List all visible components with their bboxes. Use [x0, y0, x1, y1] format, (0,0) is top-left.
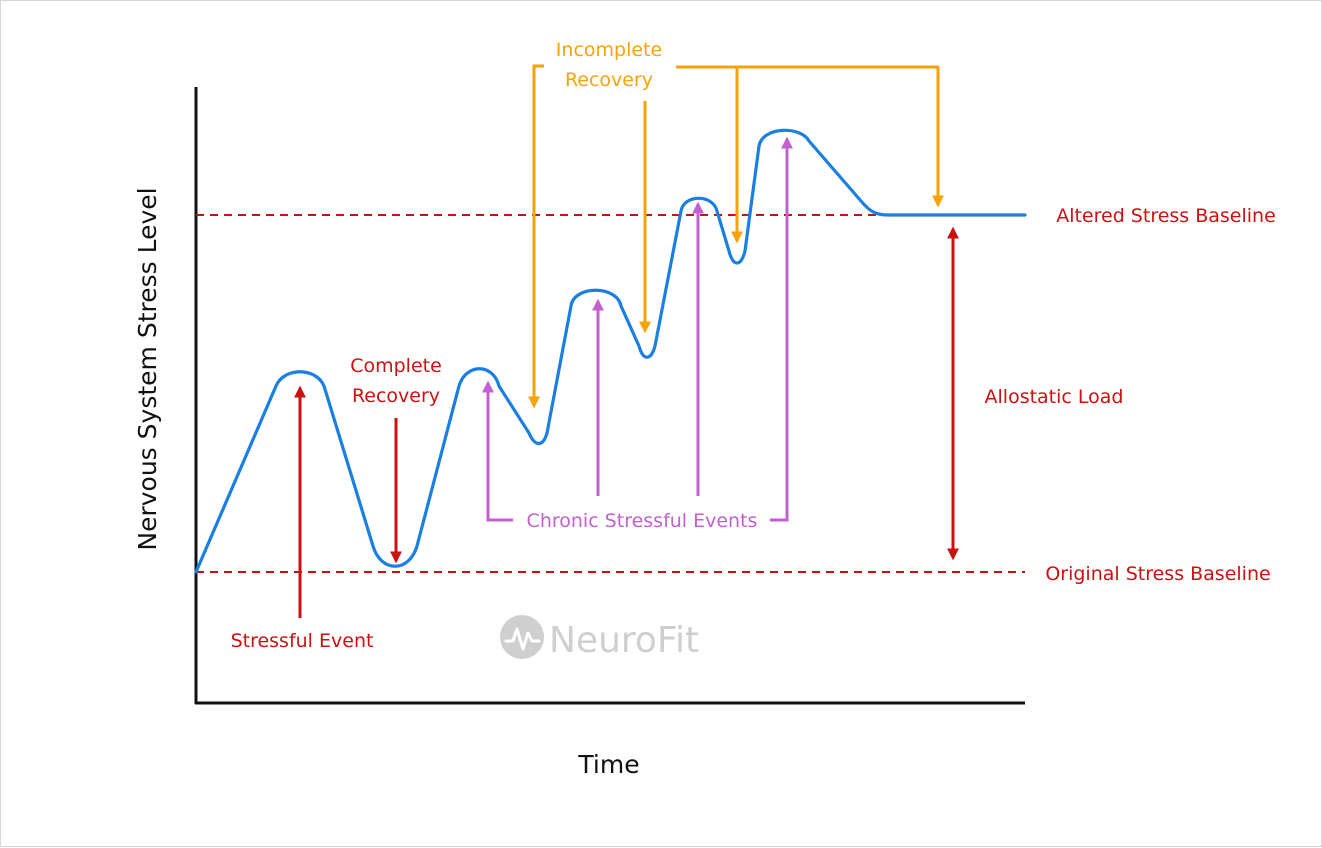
incomplete-recovery-arrows	[528, 64, 944, 409]
watermark: NeuroFit	[500, 615, 699, 661]
stressful-event-label: Stressful Event	[231, 630, 374, 652]
original-baseline-label: Original Stress Baseline	[1045, 563, 1270, 585]
chronic-events-arrows	[482, 136, 793, 522]
chronic-events-label: Chronic Stressful Events	[527, 510, 758, 532]
allostatic-load-label: Allostatic Load	[985, 386, 1124, 408]
complete-recovery-label-line1: Complete	[350, 355, 442, 377]
altered-baseline-label: Altered Stress Baseline	[1056, 205, 1276, 227]
pulse-circle-icon	[500, 615, 544, 659]
watermark-brand: NeuroFit	[549, 620, 699, 661]
stress-level-curve	[194, 128, 1027, 574]
complete-recovery-label-line2: Recovery	[352, 385, 440, 407]
x-axis-title: Time	[577, 750, 639, 779]
incomplete-recovery-label-line1: Incomplete	[556, 39, 662, 61]
y-axis-title: Nervous System Stress Level	[133, 187, 162, 550]
incomplete-recovery-label-line2: Recovery	[565, 69, 653, 91]
